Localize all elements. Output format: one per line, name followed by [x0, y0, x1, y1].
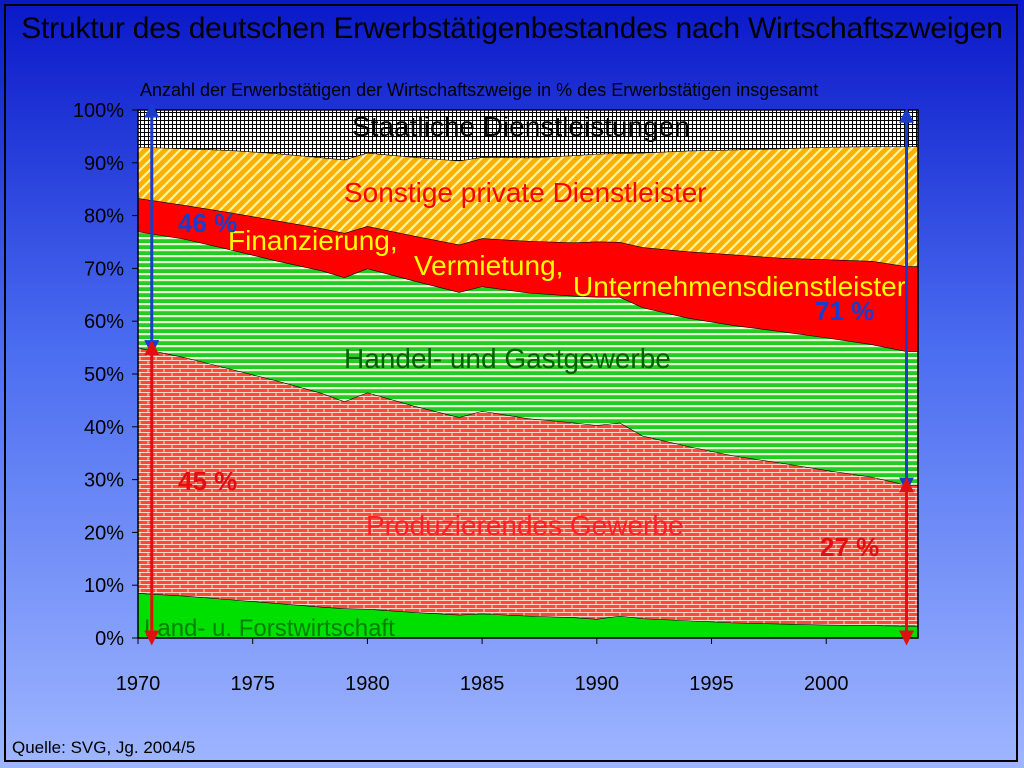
label-finance-3: Unternehmensdienstleister: [573, 271, 906, 302]
area-private_services: [138, 146, 918, 267]
services-1970-label: 46 %: [178, 208, 237, 238]
x-tick-label: 1990: [575, 673, 620, 695]
slide-frame: [4, 4, 1018, 762]
area-finance: [138, 198, 918, 352]
source-note: Quelle: SVG, Jg. 2004/5: [12, 738, 196, 757]
x-tick-label: 2000: [804, 673, 849, 695]
area-trade: [138, 231, 918, 485]
area-industry: [138, 347, 918, 626]
chart-title: Struktur des deutschen Erwerbstätigenbes…: [21, 12, 1003, 45]
axes: 0% 10% 20% 30% 40% 50% 60% 70% 80% 90% 100% 1970 197…: [73, 100, 919, 695]
y-tick-label: 70%: [84, 258, 124, 280]
area-public_services: [138, 110, 918, 161]
boundary-trade: [137, 230, 918, 352]
y-tick-label: 60%: [84, 311, 124, 333]
x-tick-label: 1975: [230, 673, 275, 695]
label-finance-2: Vermietung,: [414, 250, 563, 281]
label-agriculture: Land- u. Forstwirtschaft: [144, 615, 395, 642]
label-trade: Handel- und Gastgewerbe: [344, 343, 671, 374]
x-tick-label: 1970: [116, 673, 161, 695]
label-finance-1: Finanzierung,: [228, 225, 398, 256]
label-public-services: Staatliche Dienstleistungen: [352, 111, 690, 142]
services-2003-label: 71 %: [815, 296, 874, 326]
area-agriculture: [138, 593, 918, 638]
series-labels: Staatliche Dienstleistungen Sonstige priv…: [144, 111, 906, 642]
label-industry: Produzierendes Gewerbe: [366, 510, 684, 541]
boundary-industry: [137, 347, 918, 486]
y-tick-label: 30%: [84, 470, 124, 492]
x-tick-label: 1985: [460, 673, 505, 695]
chart-subtitle: Anzahl der Erwerbstätigen der Wirtschaft…: [140, 80, 819, 100]
y-tick-label: 100%: [73, 100, 124, 122]
y-tick-label: 10%: [84, 575, 124, 597]
x-tick-label: 1980: [345, 673, 390, 695]
percentage-annotations: 46 % 45 % 71 % 27 %: [144, 102, 915, 646]
y-tick-label: 0%: [95, 628, 124, 650]
y-tick-label: 80%: [84, 206, 124, 228]
y-tick-label: 20%: [84, 522, 124, 544]
area-layers: [137, 110, 918, 638]
goods-1970-label: 45 %: [178, 466, 237, 496]
label-private-services: Sonstige private Dienstleister: [344, 177, 707, 208]
y-tick-label: 90%: [84, 153, 124, 175]
goods-2003-label: 27 %: [820, 532, 879, 562]
x-tick-label: 1995: [689, 673, 734, 695]
y-tick-label: 40%: [84, 417, 124, 439]
y-tick-label: 50%: [84, 364, 124, 386]
